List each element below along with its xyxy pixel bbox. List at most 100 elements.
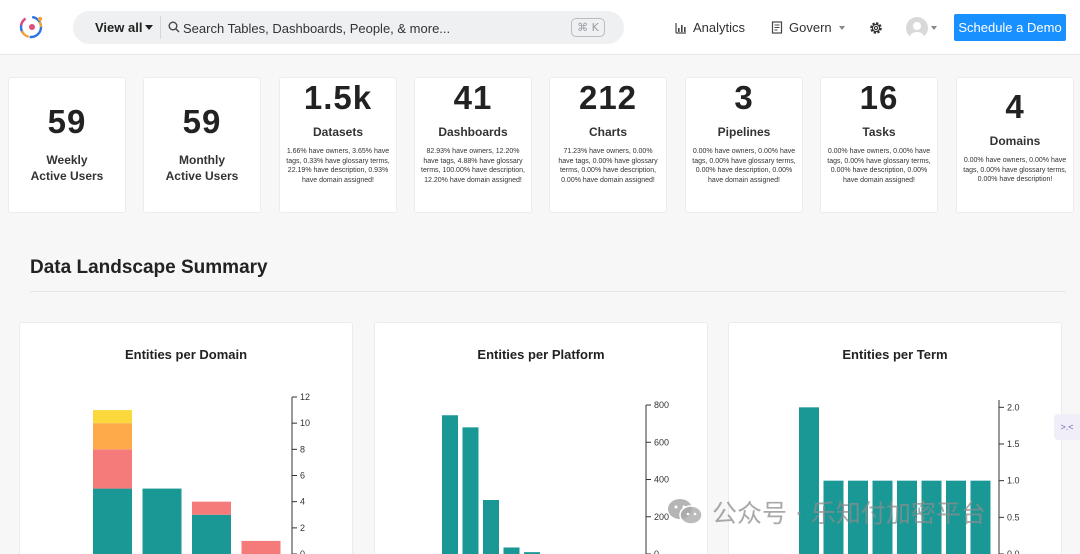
y-tick-label: 4 xyxy=(300,497,305,507)
search-shortcut-hint: ⌘ K xyxy=(571,18,605,37)
stat-description: 1.66% have owners, 3.65% have tags, 0.33… xyxy=(286,148,390,184)
stat-card-weekly-active-users: 59 Weekly Active Users xyxy=(8,77,126,213)
stat-card-datasets: 1.5k Datasets 1.66% have owners, 3.65% h… xyxy=(279,77,397,213)
y-tick-label: 800 xyxy=(654,400,669,410)
bar[interactable] xyxy=(823,480,844,554)
bar[interactable] xyxy=(93,410,132,424)
bar[interactable] xyxy=(921,480,942,554)
stat-label: Monthly Active Users xyxy=(165,153,239,183)
stat-description: 82.93% have owners, 12.20% have tags, 4.… xyxy=(421,148,525,184)
stat-card-tasks: 16 Tasks 0.00% have owners, 0.00% have t… xyxy=(820,77,938,213)
bar[interactable] xyxy=(142,488,182,554)
stat-value: 1.5k xyxy=(303,79,373,116)
side-panel-toggle[interactable]: >.< xyxy=(1054,414,1080,440)
bar[interactable] xyxy=(93,423,132,450)
chart-panel-entities-per-term: Entities per Term 0.0 0.5 1.0 1.5 2.0 xyxy=(728,322,1062,554)
y-tick-label: 1.5 xyxy=(1007,439,1020,449)
bar[interactable] xyxy=(192,501,231,515)
entities-per-platform-chart: 0 200 400 600 800 xyxy=(442,400,669,554)
watermark: 公众号 · 乐知付加密平台 xyxy=(666,494,986,530)
bar[interactable] xyxy=(93,488,132,554)
stat-value: 4 xyxy=(1005,88,1025,125)
stat-description: 71.23% have owners, 0.00% have tags, 0.0… xyxy=(558,148,658,184)
gear-icon[interactable] xyxy=(869,21,883,35)
stat-value: 59 xyxy=(47,103,87,140)
stat-description: 0.00% have owners, 0.00% have tags, 0.00… xyxy=(963,157,1067,184)
chevron-down-icon xyxy=(838,25,845,30)
caret-down-icon xyxy=(145,25,154,30)
stat-value: 41 xyxy=(453,79,493,116)
y-tick-label: 1.0 xyxy=(1007,476,1020,486)
bar[interactable] xyxy=(442,415,458,554)
stat-value: 16 xyxy=(859,79,899,116)
entities-per-term-chart: 0.0 0.5 1.0 1.5 2.0 xyxy=(799,400,1020,554)
book-icon xyxy=(771,21,783,34)
wechat-icon xyxy=(668,499,703,525)
stat-value: 3 xyxy=(734,79,754,116)
bar[interactable] xyxy=(970,480,991,554)
user-icon xyxy=(910,22,924,39)
y-tick-label: 0 xyxy=(654,549,659,554)
stat-card-dashboards: 41 Dashboards 82.93% have owners, 12.20%… xyxy=(414,77,532,213)
top-navigation-bar: View all ⌘ K Analytics Govern xyxy=(0,0,1080,55)
y-tick-label: 6 xyxy=(300,471,305,481)
y-tick-label: 2.0 xyxy=(1007,402,1020,412)
app-logo[interactable] xyxy=(14,12,48,42)
stat-label: Pipelines xyxy=(717,125,771,139)
nav-govern-label: Govern xyxy=(789,20,832,35)
bar[interactable] xyxy=(524,552,540,554)
stat-label: Weekly Active Users xyxy=(30,153,104,183)
bar[interactable] xyxy=(483,499,499,554)
stat-label: Domains xyxy=(989,134,1041,148)
bar[interactable] xyxy=(462,427,479,554)
y-tick-label: 400 xyxy=(654,475,669,485)
stat-value: 212 xyxy=(578,79,638,116)
search-divider xyxy=(160,16,161,39)
stat-description: 0.00% have owners, 0.00% have tags, 0.00… xyxy=(827,148,931,184)
y-tick-label: 8 xyxy=(300,444,305,454)
stat-card-monthly-active-users: 59 Monthly Active Users xyxy=(143,77,261,213)
y-tick-label: 200 xyxy=(654,512,669,522)
avatar-chevron-down-icon[interactable] xyxy=(931,26,937,30)
entities-per-domain-chart: 0 2 4 6 8 10 12 xyxy=(93,392,310,554)
section-divider xyxy=(30,291,1066,292)
y-tick-label: 0 xyxy=(300,549,305,554)
global-search-bar: View all ⌘ K xyxy=(73,11,624,44)
watermark-text: 公众号 · 乐知付加密平台 xyxy=(712,499,986,528)
bar[interactable] xyxy=(799,407,819,554)
bar-chart-icon xyxy=(675,22,686,34)
y-tick-label: 600 xyxy=(654,437,669,447)
chart-panel-entities-per-platform: Entities per Platform 0 200 400 600 800 xyxy=(374,322,708,554)
bar[interactable] xyxy=(192,514,231,554)
nav-analytics-label: Analytics xyxy=(693,20,746,35)
search-input[interactable] xyxy=(183,18,563,38)
y-tick-label: 12 xyxy=(300,392,310,402)
schedule-demo-button[interactable]: Schedule a Demo xyxy=(954,14,1066,41)
bar[interactable] xyxy=(946,480,966,554)
y-tick-label: 2 xyxy=(300,523,305,533)
stat-value: 59 xyxy=(182,103,222,140)
bar[interactable] xyxy=(93,449,132,489)
chart-title: Entities per Domain xyxy=(124,347,248,362)
nav-analytics[interactable]: Analytics xyxy=(675,20,745,35)
chart-title: Entities per Term xyxy=(842,347,948,362)
stat-card-domains: 4 Domains 0.00% have owners, 0.00% have … xyxy=(956,77,1074,213)
bar[interactable] xyxy=(872,480,893,554)
user-avatar[interactable] xyxy=(906,17,928,39)
y-tick-label: 10 xyxy=(300,418,310,428)
bar[interactable] xyxy=(848,480,868,554)
section-title: Data Landscape Summary xyxy=(30,257,268,278)
chart-title: Entities per Platform xyxy=(477,347,605,362)
stat-card-pipelines: 3 Pipelines 0.00% have owners, 0.00% hav… xyxy=(685,77,803,213)
stat-label: Tasks xyxy=(862,125,896,139)
chart-panel-entities-per-domain: Entities per Domain 0 2 4 6 8 10 12 xyxy=(19,322,353,554)
view-all-dropdown[interactable]: View all xyxy=(95,20,154,35)
y-tick-label: 0.5 xyxy=(1007,512,1020,522)
nav-govern[interactable]: Govern xyxy=(771,20,845,35)
stat-description: 0.00% have owners, 0.00% have tags, 0.00… xyxy=(692,148,796,184)
stat-label: Dashboards xyxy=(438,125,508,139)
bar[interactable] xyxy=(503,547,520,554)
stat-label: Charts xyxy=(588,125,627,139)
bar[interactable] xyxy=(897,480,917,554)
bar[interactable] xyxy=(241,540,281,554)
